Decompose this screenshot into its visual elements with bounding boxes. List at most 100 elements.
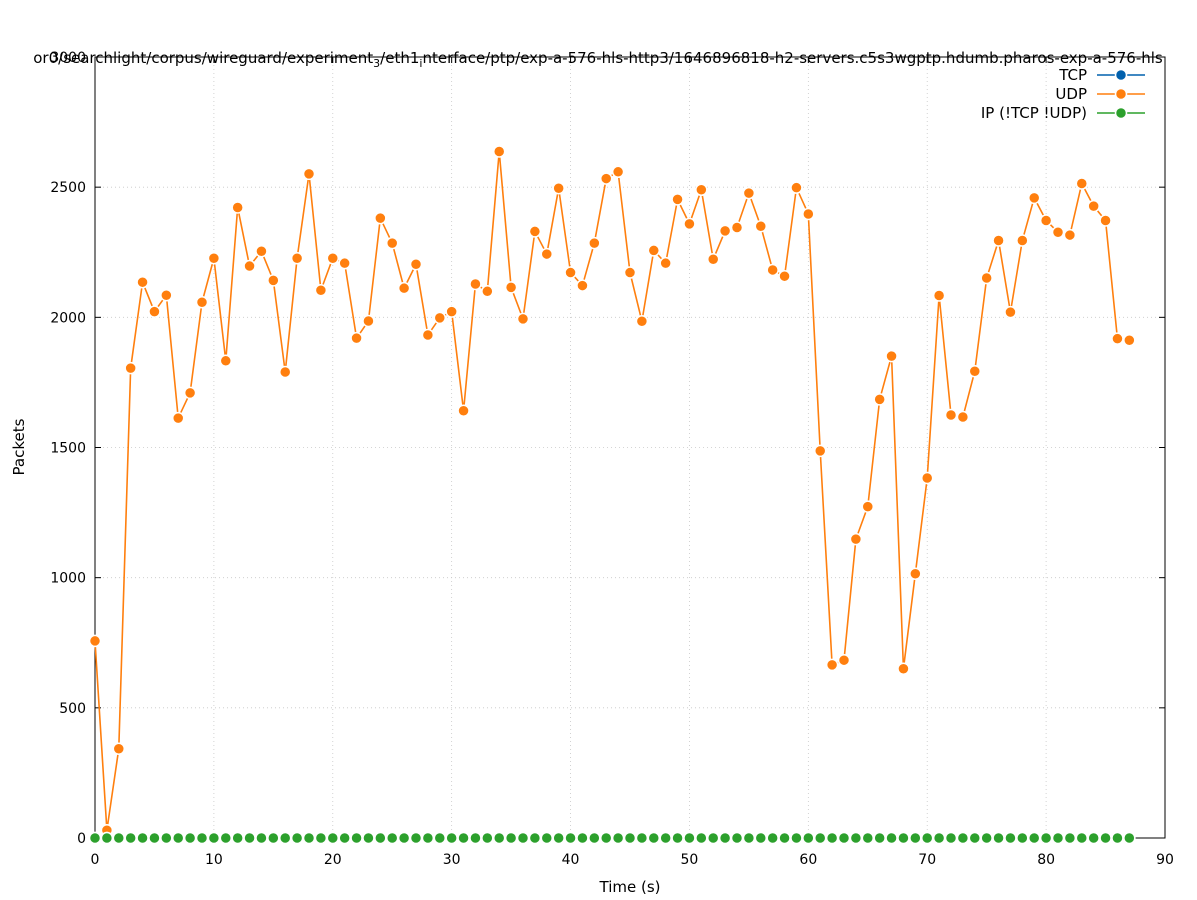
x-tick-label: 60	[799, 852, 817, 868]
data-point-udp	[278, 365, 292, 379]
data-point-ip-tcp-udp	[160, 831, 173, 845]
data-point-udp	[504, 281, 518, 294]
data-point-ip-tcp-udp	[1027, 831, 1041, 845]
data-point-udp	[742, 186, 756, 200]
data-point-ip-tcp-udp	[897, 831, 910, 845]
title-sub-2: i	[419, 57, 422, 70]
data-point-udp	[671, 193, 684, 206]
data-point-ip-tcp-udp	[861, 831, 875, 845]
data-point-ip-tcp-udp	[469, 831, 482, 845]
data-point-ip-tcp-udp	[1111, 831, 1124, 845]
data-point-ip-tcp-udp	[314, 831, 328, 845]
data-point-udp	[397, 281, 411, 295]
series-udp	[88, 145, 1136, 837]
data-point-udp	[647, 244, 661, 257]
data-point-udp	[802, 207, 815, 221]
data-point-udp	[956, 410, 970, 424]
data-point-ip-tcp-udp	[849, 831, 863, 845]
title-mid: /eth1	[380, 49, 419, 67]
data-point-udp	[873, 393, 886, 406]
data-point-udp	[885, 349, 898, 363]
data-point-udp	[433, 311, 447, 325]
data-point-udp	[932, 289, 946, 302]
data-point-udp	[766, 263, 779, 277]
data-point-ip-tcp-udp	[611, 831, 625, 845]
title-main: or0/searchlight/corpus/wireguard/experim…	[33, 49, 373, 67]
data-point-ip-tcp-udp	[706, 831, 720, 845]
data-point-udp	[362, 314, 375, 328]
data-point-udp	[980, 271, 993, 285]
data-point-udp	[730, 221, 744, 234]
data-point-ip-tcp-udp	[302, 831, 316, 845]
title-sub-1: 3	[373, 57, 380, 70]
y-tick-label: 1500	[50, 441, 86, 457]
data-point-ip-tcp-udp	[647, 831, 661, 845]
data-point-udp	[611, 165, 625, 179]
data-point-ip-tcp-udp	[730, 831, 744, 845]
data-point-ip-tcp-udp	[516, 831, 530, 845]
data-point-udp	[492, 145, 506, 158]
data-point-ip-tcp-udp	[88, 831, 102, 845]
data-point-udp	[920, 471, 934, 485]
data-point-udp	[421, 328, 435, 342]
y-tick-label: 3000	[50, 50, 86, 66]
data-point-ip-tcp-udp	[837, 831, 851, 845]
y-tick-label: 0	[77, 831, 86, 847]
data-point-udp	[1111, 332, 1124, 345]
data-point-ip-tcp-udp	[1039, 831, 1053, 845]
data-point-ip-tcp-udp	[374, 831, 387, 845]
data-point-udp	[706, 253, 720, 266]
data-point-ip-tcp-udp	[552, 831, 565, 845]
data-point-ip-tcp-udp	[1075, 831, 1089, 845]
data-point-udp	[255, 244, 268, 258]
data-point-udp	[659, 256, 672, 270]
data-point-udp	[314, 284, 328, 297]
data-point-ip-tcp-udp	[790, 831, 803, 845]
data-point-ip-tcp-udp	[243, 831, 256, 845]
legend-label: TCP	[1058, 66, 1087, 84]
data-point-udp	[267, 274, 280, 287]
data-point-udp	[1051, 225, 1065, 239]
data-point-ip-tcp-udp	[635, 831, 649, 845]
data-point-udp	[528, 225, 542, 238]
legend-marker	[1114, 87, 1128, 101]
data-point-ip-tcp-udp	[825, 831, 839, 845]
data-point-ip-tcp-udp	[338, 831, 351, 845]
data-point-udp	[1027, 191, 1041, 205]
data-point-udp	[445, 305, 458, 318]
data-point-udp	[136, 275, 149, 289]
data-point-ip-tcp-udp	[457, 831, 470, 845]
data-point-udp	[1087, 199, 1100, 213]
data-point-ip-tcp-udp	[255, 831, 268, 845]
data-point-ip-tcp-udp	[718, 831, 732, 845]
y-tick-label: 500	[59, 701, 86, 717]
data-point-udp	[469, 277, 482, 291]
x-tick-label: 20	[324, 852, 342, 868]
data-point-udp	[302, 167, 316, 181]
data-point-udp	[195, 295, 209, 309]
data-point-udp	[1123, 333, 1136, 347]
data-point-ip-tcp-udp	[813, 831, 827, 845]
data-point-udp	[1016, 234, 1029, 247]
data-point-ip-tcp-udp	[136, 831, 149, 845]
data-point-ip-tcp-udp	[409, 831, 423, 845]
data-point-ip-tcp-udp	[148, 831, 161, 845]
data-point-ip-tcp-udp	[350, 831, 363, 845]
data-point-ip-tcp-udp	[671, 831, 684, 845]
data-point-udp	[790, 181, 803, 194]
data-point-udp	[968, 364, 982, 378]
x-tick-label: 90	[1156, 852, 1174, 868]
data-point-ip-tcp-udp	[659, 831, 672, 845]
legend-marker	[1114, 106, 1128, 120]
data-point-udp	[897, 662, 910, 676]
data-point-ip-tcp-udp	[362, 831, 375, 845]
data-point-ip-tcp-udp	[588, 831, 601, 845]
data-point-udp	[171, 411, 185, 425]
data-point-ip-tcp-udp	[481, 831, 494, 845]
data-point-udp	[944, 408, 958, 422]
data-point-ip-tcp-udp	[980, 831, 993, 845]
series-line-udp	[94, 151, 1130, 831]
data-point-udp	[350, 331, 363, 345]
data-point-ip-tcp-udp	[183, 831, 197, 845]
data-point-udp	[992, 234, 1005, 247]
